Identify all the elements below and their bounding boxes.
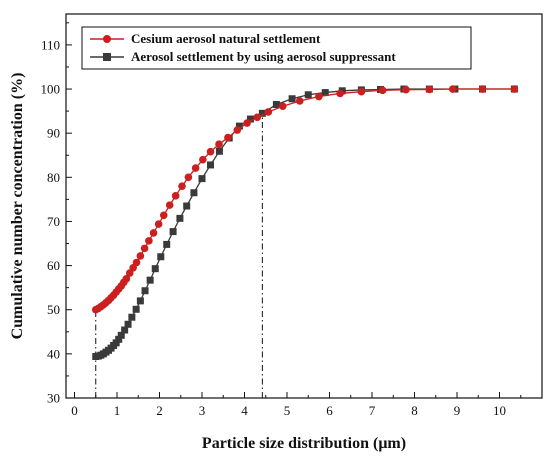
data-point-series-1	[184, 173, 193, 182]
data-point-series-1	[448, 85, 457, 93]
data-point-series-1	[206, 147, 215, 156]
data-point-series-1	[315, 92, 323, 101]
data-point-series-2	[132, 305, 140, 313]
data-point-series-2	[198, 175, 206, 183]
x-axis: 0 1 2 3 4 5 6 7 8 9 10	[71, 392, 522, 418]
data-point-series-2	[112, 339, 120, 347]
data-point-series-1	[145, 237, 153, 245]
y-axis: 30 40 50 60 70 80 90 100 110	[41, 22, 72, 406]
x-tick-label: 6	[326, 403, 333, 418]
data-point-series-2	[115, 335, 123, 343]
data-point-series-2	[124, 320, 132, 328]
data-point-series-1	[132, 258, 141, 267]
y-tick-label: 100	[41, 82, 61, 97]
data-point-series-2	[169, 228, 177, 236]
data-point-series-1	[233, 126, 242, 134]
data-point-series-1	[278, 102, 287, 111]
data-point-series-1	[243, 119, 251, 127]
data-point-series-1	[215, 140, 223, 149]
data-point-series-1	[165, 201, 174, 209]
data-point-series-1	[122, 275, 131, 283]
data-point-series-2	[146, 276, 154, 284]
data-point-series-1	[154, 220, 163, 228]
data-point-series-2	[128, 313, 136, 321]
data-point-series-2	[117, 331, 125, 339]
data-point-series-1	[402, 85, 410, 94]
legend-label-series-2: Aerosol settlement by using aerosol supp…	[131, 49, 396, 64]
legend-label-series-1: Cesium aerosol natural settlement	[131, 31, 321, 46]
data-point-series-1	[510, 85, 519, 93]
data-point-series-1	[378, 86, 387, 95]
y-axis-title: Cumulative number concentration (%)	[9, 73, 26, 340]
data-point-series-2	[207, 161, 214, 169]
x-tick-label: 0	[71, 403, 78, 418]
data-point-series-1	[159, 211, 168, 220]
x-tick-label: 3	[199, 403, 206, 418]
y-tick-label: 30	[47, 391, 60, 406]
data-point-series-1	[478, 85, 487, 93]
plot-area	[65, 13, 543, 399]
data-point-series-1	[253, 113, 262, 122]
data-point-series-2	[304, 91, 312, 99]
data-point-series-2	[141, 287, 149, 295]
x-tick-label: 2	[156, 403, 163, 418]
y-tick-label: 80	[47, 170, 60, 185]
data-point-series-2	[176, 214, 184, 222]
legend-marker-series-2	[103, 53, 111, 61]
data-point-series-2	[272, 100, 280, 108]
y-tick-label: 60	[47, 258, 60, 273]
data-point-series-1	[425, 85, 434, 94]
data-point-series-1	[295, 97, 304, 105]
x-tick-label: 4	[241, 403, 248, 418]
y-tick-label: 90	[47, 126, 60, 141]
data-point-series-1	[149, 229, 158, 237]
data-point-series-1	[357, 87, 366, 96]
legend-marker-series-1	[103, 35, 111, 43]
legend-box	[81, 26, 472, 70]
data-point-series-1	[136, 252, 145, 260]
y-tick-label: 70	[47, 214, 60, 229]
x-tick-label: 9	[454, 403, 461, 418]
data-point-series-2	[163, 240, 171, 248]
data-point-series-1	[336, 89, 344, 98]
data-point-series-2	[321, 89, 329, 97]
data-point-series-2	[246, 115, 254, 123]
data-point-series-2	[190, 189, 198, 197]
data-point-series-2	[215, 147, 223, 155]
x-tick-label: 5	[284, 403, 291, 418]
y-tick-label: 50	[47, 302, 60, 317]
series-layer	[91, 85, 519, 361]
y-tick-label: 110	[41, 37, 60, 52]
x-tick-label: 7	[369, 403, 376, 418]
data-point-series-1	[178, 182, 186, 190]
data-point-series-1	[199, 155, 207, 164]
data-point-series-2	[136, 297, 144, 305]
x-axis-title: Particle size distribution (μm)	[202, 435, 406, 452]
data-point-series-1	[140, 244, 149, 253]
x-tick-label: 8	[411, 403, 418, 418]
data-point-series-2	[183, 202, 191, 210]
x-tick-label: 1	[114, 403, 121, 418]
legend: Cesium aerosol natural settlement Aeroso…	[81, 26, 472, 70]
data-point-series-2	[288, 95, 296, 103]
data-point-series-2	[121, 326, 129, 334]
y-tick-label: 40	[47, 346, 60, 361]
data-point-series-1	[191, 164, 200, 172]
data-point-series-2	[235, 122, 243, 130]
data-point-series-2	[157, 253, 165, 261]
data-point-series-1	[224, 133, 232, 142]
data-point-series-1	[171, 192, 180, 200]
data-point-series-2	[258, 109, 266, 117]
x-tick-label: 10	[493, 403, 506, 418]
data-point-series-2	[151, 265, 159, 273]
data-point-series-1	[264, 108, 273, 116]
